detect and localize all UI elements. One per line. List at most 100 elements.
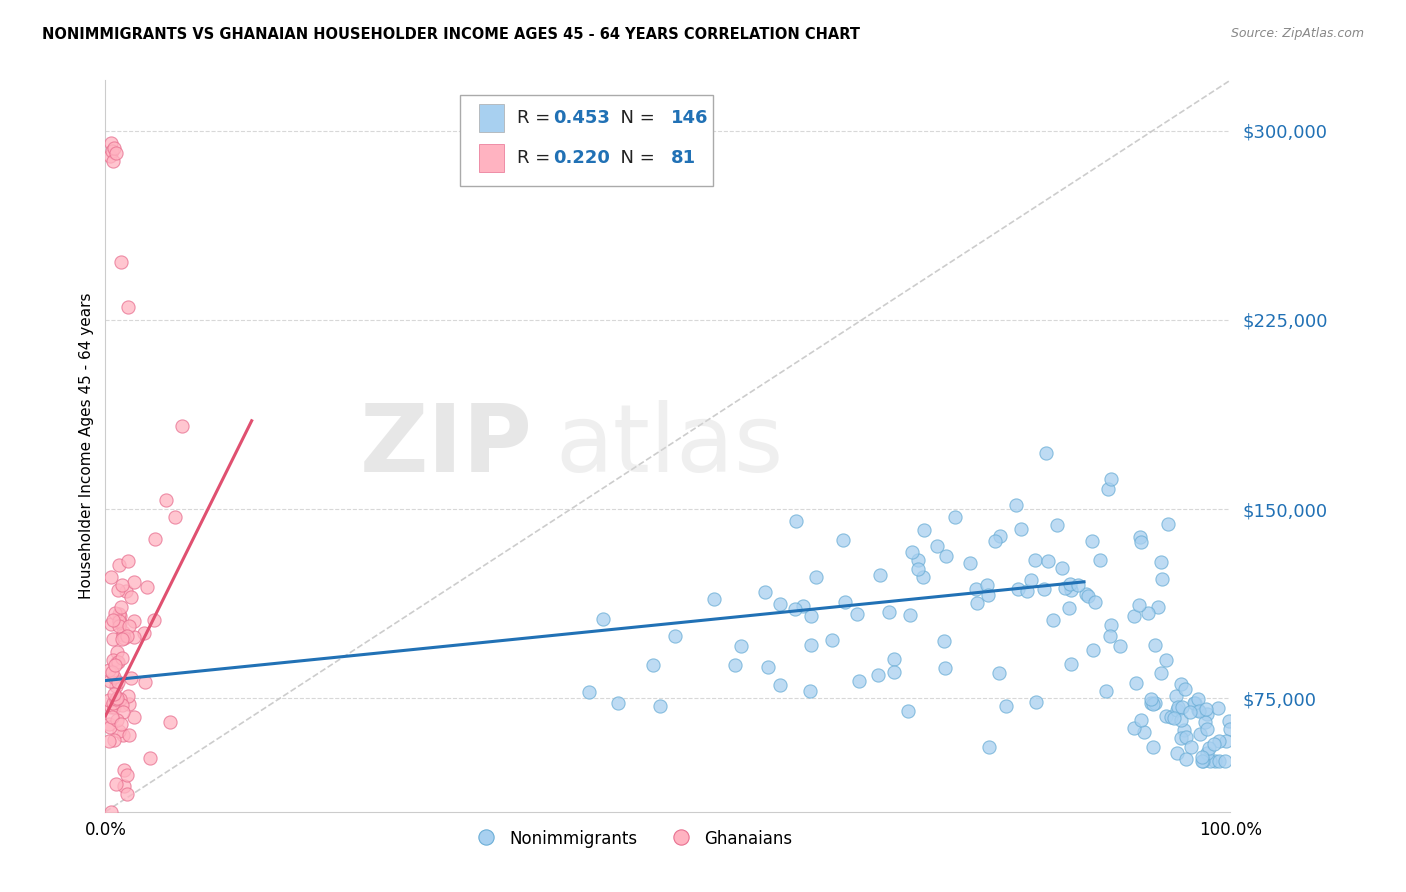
Point <box>111 624 134 639</box>
Point <box>932 633 955 648</box>
Point <box>98 734 121 748</box>
Point <box>1170 699 1192 714</box>
Point <box>170 418 193 433</box>
Point <box>1163 711 1185 725</box>
Point <box>1077 589 1099 603</box>
Point <box>800 638 823 652</box>
Point <box>1184 696 1206 710</box>
Text: N =: N = <box>609 110 661 128</box>
Point <box>897 704 920 718</box>
Point <box>1166 703 1188 717</box>
Point <box>869 568 891 582</box>
Point <box>105 690 128 705</box>
Point <box>1146 599 1168 614</box>
Point <box>98 663 121 677</box>
Point <box>136 581 159 595</box>
Point <box>105 693 128 707</box>
Point <box>132 626 155 640</box>
Y-axis label: Householder Income Ages 45 - 64 years: Householder Income Ages 45 - 64 years <box>79 293 94 599</box>
Point <box>846 607 869 621</box>
Point <box>108 607 131 621</box>
Text: 81: 81 <box>671 149 696 167</box>
Point <box>1095 684 1118 698</box>
Point <box>754 585 776 599</box>
Point <box>1150 666 1173 681</box>
Point <box>959 556 981 570</box>
Point <box>110 255 132 269</box>
Point <box>1059 577 1081 591</box>
Point <box>821 633 844 648</box>
Point <box>1032 582 1054 596</box>
Point <box>122 630 145 644</box>
Text: R =: R = <box>517 110 557 128</box>
Point <box>105 691 128 706</box>
Point <box>1060 582 1083 597</box>
Point <box>756 660 779 674</box>
Point <box>124 574 146 589</box>
Point <box>832 533 855 547</box>
Point <box>100 805 122 819</box>
Point <box>592 612 614 626</box>
Point <box>98 721 121 735</box>
Point <box>103 688 125 702</box>
Point <box>107 655 129 669</box>
Point <box>100 700 122 714</box>
Point <box>977 588 1000 602</box>
Point <box>117 697 139 711</box>
Point <box>1060 657 1083 671</box>
Point <box>104 606 127 620</box>
Point <box>100 616 122 631</box>
Point <box>1198 740 1220 755</box>
Point <box>103 669 125 683</box>
Point <box>107 674 129 689</box>
Point <box>1081 534 1104 549</box>
Point <box>120 590 142 604</box>
Point <box>1090 553 1112 567</box>
Point <box>112 628 135 642</box>
Point <box>868 668 890 682</box>
Point <box>1182 696 1205 710</box>
Point <box>1142 697 1164 711</box>
Point <box>934 661 956 675</box>
Point <box>1174 681 1197 696</box>
Point <box>1036 554 1059 568</box>
Point <box>1198 754 1220 768</box>
Point <box>1139 692 1161 706</box>
Point <box>1054 581 1077 595</box>
Point <box>1180 740 1202 755</box>
Point <box>103 733 125 747</box>
Point <box>1194 715 1216 730</box>
Point <box>101 613 124 627</box>
Point <box>103 141 125 155</box>
Point <box>1204 737 1226 751</box>
Point <box>1167 700 1189 714</box>
Point <box>785 514 807 528</box>
Point <box>122 710 145 724</box>
Point <box>1173 723 1195 738</box>
Point <box>987 666 1010 681</box>
Point <box>1164 689 1187 703</box>
Point <box>108 723 131 738</box>
Point <box>848 674 870 689</box>
Text: atlas: atlas <box>555 400 783 492</box>
Text: N =: N = <box>609 149 661 167</box>
Point <box>664 629 686 643</box>
Point <box>1195 746 1218 760</box>
Point <box>1046 518 1069 533</box>
Text: NONIMMIGRANTS VS GHANAIAN HOUSEHOLDER INCOME AGES 45 - 64 YEARS CORRELATION CHAR: NONIMMIGRANTS VS GHANAIAN HOUSEHOLDER IN… <box>42 27 860 42</box>
Point <box>1005 498 1028 512</box>
Point <box>101 144 124 158</box>
Point <box>1178 705 1201 719</box>
Point <box>1132 725 1154 739</box>
Point <box>1010 522 1032 536</box>
Text: ZIP: ZIP <box>360 400 533 492</box>
Point <box>1035 445 1057 459</box>
Point <box>1057 600 1080 615</box>
Point <box>1154 709 1177 723</box>
Point <box>1122 722 1144 736</box>
Point <box>104 146 127 161</box>
Point <box>1125 676 1147 690</box>
Point <box>103 699 125 714</box>
Point <box>110 717 132 731</box>
Point <box>783 602 806 616</box>
